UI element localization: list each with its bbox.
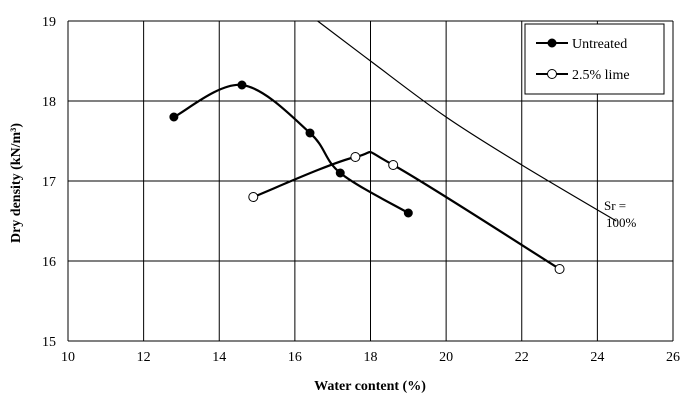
grid [67, 20, 674, 342]
x-tick-label: 12 [137, 350, 151, 365]
y-tick-label: 19 [42, 15, 56, 30]
data-point-untreated [237, 80, 247, 90]
x-tick-label: 18 [364, 350, 378, 365]
x-tick-label: 10 [61, 350, 75, 365]
legend-label-lime: 2.5% lime [572, 68, 630, 83]
data-point-lime [554, 264, 565, 274]
x-tick-label: 22 [515, 350, 529, 365]
series-line-1 [252, 150, 561, 270]
saturation-label-line1: Sr = [604, 198, 626, 213]
data-point-untreated [335, 168, 345, 178]
x-tick-label: 16 [288, 350, 302, 365]
legend-marker-lime [547, 69, 557, 79]
series-group [169, 80, 565, 274]
saturation-line [317, 20, 617, 222]
tick-labels: 10 12 14 16 18 20 22 24 26 15 16 17 18 19 [42, 15, 680, 365]
data-point-lime [248, 192, 259, 202]
y-axis-title: Dry density (kN/m³) [9, 123, 24, 243]
x-axis-title: Water content (%) [314, 379, 426, 394]
x-tick-label: 26 [666, 350, 680, 365]
saturation-line-group [317, 20, 617, 222]
data-point-lime [388, 160, 399, 170]
series-line-0 [173, 83, 409, 214]
data-point-untreated [403, 208, 413, 218]
legend-label-untreated: Untreated [572, 37, 627, 52]
x-tick-label: 14 [212, 350, 226, 365]
data-point-untreated [169, 112, 179, 122]
y-tick-label: 18 [42, 95, 56, 110]
data-point-untreated [305, 128, 315, 138]
y-tick-label: 16 [42, 255, 56, 270]
legend: Untreated 2.5% lime [524, 23, 665, 95]
x-tick-label: 20 [439, 350, 453, 365]
x-tick-label: 24 [590, 350, 604, 365]
legend-box [524, 23, 665, 95]
y-tick-label: 17 [42, 175, 56, 190]
y-tick-label: 15 [42, 335, 56, 350]
data-point-lime [350, 152, 361, 162]
saturation-label-line2: 100% [606, 215, 637, 230]
legend-marker-untreated [547, 38, 557, 48]
